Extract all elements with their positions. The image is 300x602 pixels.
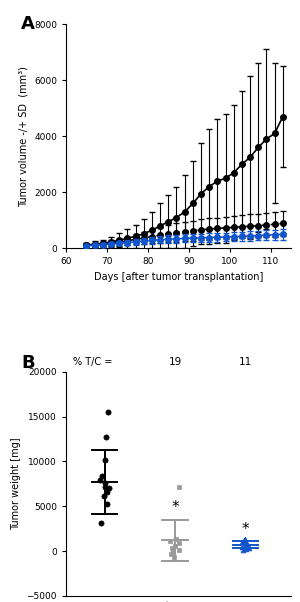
X-axis label: Days [after tumor transplantation]: Days [after tumor transplantation] xyxy=(94,272,263,282)
Point xyxy=(170,546,175,556)
Text: % T/C =: % T/C = xyxy=(73,357,112,367)
Point xyxy=(98,518,103,528)
Text: 11: 11 xyxy=(239,357,252,367)
Point xyxy=(104,432,109,442)
Point xyxy=(243,538,248,548)
Point xyxy=(98,476,103,485)
Point xyxy=(243,534,248,544)
Point xyxy=(177,545,182,554)
Point xyxy=(168,549,173,559)
Point xyxy=(105,408,110,417)
Point xyxy=(243,541,248,551)
Point xyxy=(105,500,110,509)
Point xyxy=(103,482,107,491)
Text: *: * xyxy=(242,522,249,537)
Point xyxy=(240,545,245,555)
Point xyxy=(102,492,106,501)
Point xyxy=(242,536,246,545)
Point xyxy=(244,539,249,549)
Point xyxy=(100,471,105,480)
Point xyxy=(174,535,178,544)
Point xyxy=(104,487,109,497)
Point xyxy=(170,544,175,553)
Point xyxy=(107,483,112,493)
Point xyxy=(243,536,248,546)
Text: A: A xyxy=(21,15,35,33)
Point xyxy=(245,540,250,550)
Point xyxy=(171,551,176,561)
Text: B: B xyxy=(21,354,34,372)
Text: *: * xyxy=(171,500,179,515)
Point xyxy=(177,538,182,548)
Point xyxy=(247,543,252,553)
Point xyxy=(168,536,173,546)
Point xyxy=(102,455,107,464)
Text: 19: 19 xyxy=(168,357,182,367)
Point xyxy=(243,545,248,554)
Y-axis label: Tumor weight [mg]: Tumor weight [mg] xyxy=(11,438,21,530)
Point xyxy=(102,478,107,488)
Point xyxy=(239,542,244,551)
Point xyxy=(177,482,182,491)
Point xyxy=(240,538,245,547)
Y-axis label: Tumor volume -/+ SD  (mm³): Tumor volume -/+ SD (mm³) xyxy=(18,66,28,206)
Point xyxy=(172,541,177,551)
